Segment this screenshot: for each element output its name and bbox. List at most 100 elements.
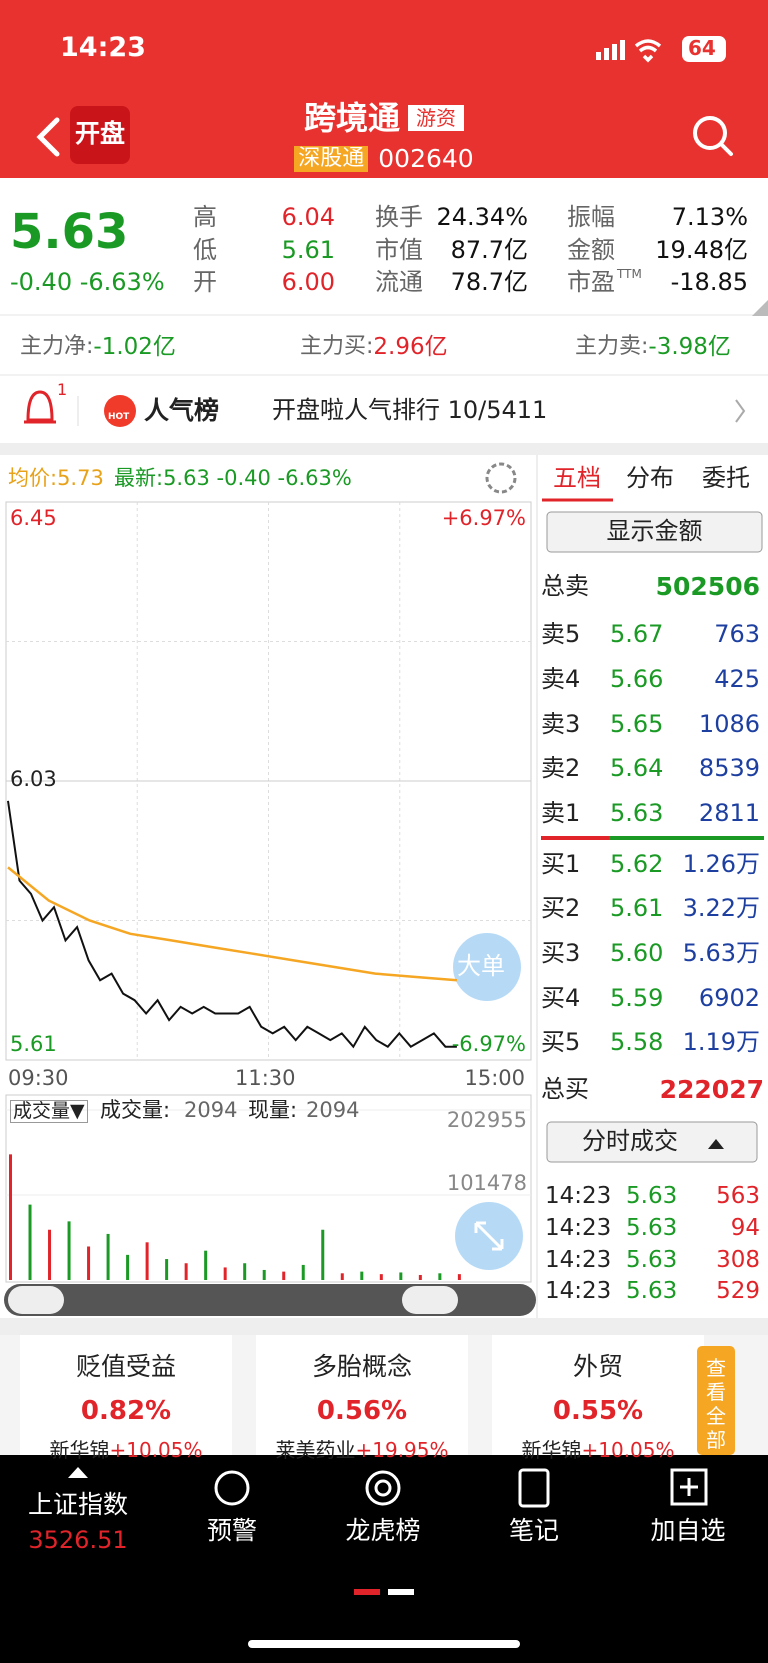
slider-handle[interactable] [402, 1286, 458, 1314]
card-pct: 0.56% [316, 1396, 408, 1426]
card-title: 多胎概念 [311, 1352, 412, 1381]
trades-button[interactable] [546, 1121, 758, 1163]
status-time: 14:23 [60, 32, 146, 63]
flow-label: 主力净: [20, 334, 94, 359]
book-label: 卖2 [541, 754, 581, 782]
home-indicator [248, 1640, 520, 1648]
volume-bar [418, 1274, 422, 1280]
book-volume: 6902 [698, 984, 760, 1012]
y-tick-label: 6.03 [10, 767, 57, 791]
big-order-button[interactable] [453, 933, 521, 1001]
more-label: 查看全部 [706, 1356, 726, 1452]
stat-value: -18.85 [670, 268, 748, 296]
stat-label: 低 [193, 236, 217, 264]
trade-price: 5.63 [626, 1278, 678, 1304]
rank-arrow[interactable] [735, 399, 746, 423]
book-label: 买3 [541, 939, 581, 967]
card[interactable] [20, 1335, 232, 1455]
volume-bar [184, 1263, 188, 1280]
big-order-label: 大单 [457, 952, 505, 980]
book-price: 5.59 [610, 984, 664, 1012]
nav-item: 加自选 [650, 1516, 726, 1545]
alert-icon [214, 1470, 250, 1506]
more-tab[interactable] [697, 1346, 735, 1455]
amount-button[interactable] [546, 511, 763, 553]
book-label: 卖3 [541, 710, 581, 738]
rank-name: 人气榜 [144, 396, 220, 425]
price-line [7, 800, 457, 1049]
y-tick-label: 6.45 [10, 506, 57, 530]
book-volume: 3.22万 [682, 894, 760, 922]
trade-price: 5.63 [626, 1215, 678, 1241]
now-label: 现量: [248, 1098, 298, 1122]
stat-label: 高 [193, 203, 217, 231]
price-change: -0.40 -6.63% [10, 268, 165, 296]
card-stock: 新华锦 +10.05% [20, 1440, 232, 1460]
book-price: 5.62 [610, 850, 664, 878]
card[interactable] [492, 1335, 704, 1455]
latest-price: 最新:5.63 -0.40 -6.63% [114, 466, 352, 490]
nav-item: 龙虎榜 [345, 1516, 421, 1545]
stat-label: 开 [193, 268, 217, 296]
card-stock-pct: +10.05% [581, 1438, 675, 1462]
y-tick-label: 5.61 [10, 1032, 57, 1056]
volume-bar [282, 1271, 286, 1280]
stat-label: 流通 [375, 268, 423, 296]
x-tick-label: 15:00 [464, 1066, 525, 1090]
volume-bar [204, 1250, 208, 1280]
trade-volume: 308 [716, 1247, 760, 1273]
expand-icon [474, 1221, 504, 1251]
stat-value: 87.7亿 [450, 236, 528, 264]
card-stock-name: 莱美药业 [275, 1438, 356, 1462]
logo: 开盘 [74, 119, 125, 148]
volume-value: 2094 [184, 1098, 238, 1122]
book-price: 5.66 [610, 665, 664, 693]
avg-price: 均价:5.73 [8, 466, 104, 490]
now-value: 2094 [306, 1098, 360, 1122]
stock-name: 跨境通 [303, 99, 400, 137]
book-label: 卖4 [541, 665, 581, 693]
y-tick-label: 101478 [446, 1170, 527, 1195]
volume-label: 成交量: [100, 1098, 171, 1122]
book-price: 5.61 [610, 894, 664, 922]
book-price: 5.64 [610, 754, 664, 782]
flow-item: 主力买: 2.96亿 [300, 336, 448, 359]
trade-time: 14:23 [545, 1278, 612, 1304]
book-volume: 425 [714, 665, 760, 693]
trades-arrow [708, 1139, 724, 1149]
settings-button[interactable] [485, 462, 517, 494]
nav-item: 笔记 [508, 1516, 559, 1545]
volume-bar [438, 1273, 442, 1280]
volume-bar [223, 1267, 227, 1280]
card[interactable] [256, 1335, 468, 1455]
logo-bg [70, 106, 130, 164]
book-label: 卖1 [541, 799, 581, 827]
flow-label: 主力卖: [575, 334, 649, 359]
gap [0, 443, 768, 455]
trade-volume: 529 [716, 1278, 760, 1304]
page-dot [388, 1589, 414, 1595]
title-row: 跨境通 游资 [0, 102, 768, 134]
last-price: 5.63 [10, 204, 129, 260]
volume-bar [321, 1229, 325, 1280]
pct-label: +6.97% [441, 506, 526, 530]
search-handle [719, 142, 733, 156]
card-stock: 新华锦 +10.05% [492, 1440, 704, 1460]
flow-value: -3.98亿 [648, 334, 731, 360]
search-button[interactable] [693, 116, 727, 150]
book-price: 5.58 [610, 1028, 664, 1056]
volume-frame [5, 1094, 532, 1283]
range-slider[interactable] [4, 1284, 536, 1316]
bell-icon[interactable] [24, 390, 56, 424]
volume-bar [9, 1154, 12, 1280]
stat-label: 市盈 [567, 268, 615, 296]
card-stock-pct: +19.95% [355, 1438, 449, 1462]
slider-handle[interactable] [8, 1286, 64, 1314]
price-line [7, 866, 458, 982]
volume-bar [262, 1269, 266, 1280]
back-button[interactable] [36, 117, 60, 157]
volume-bar [67, 1221, 71, 1280]
corner-mark [752, 300, 768, 316]
